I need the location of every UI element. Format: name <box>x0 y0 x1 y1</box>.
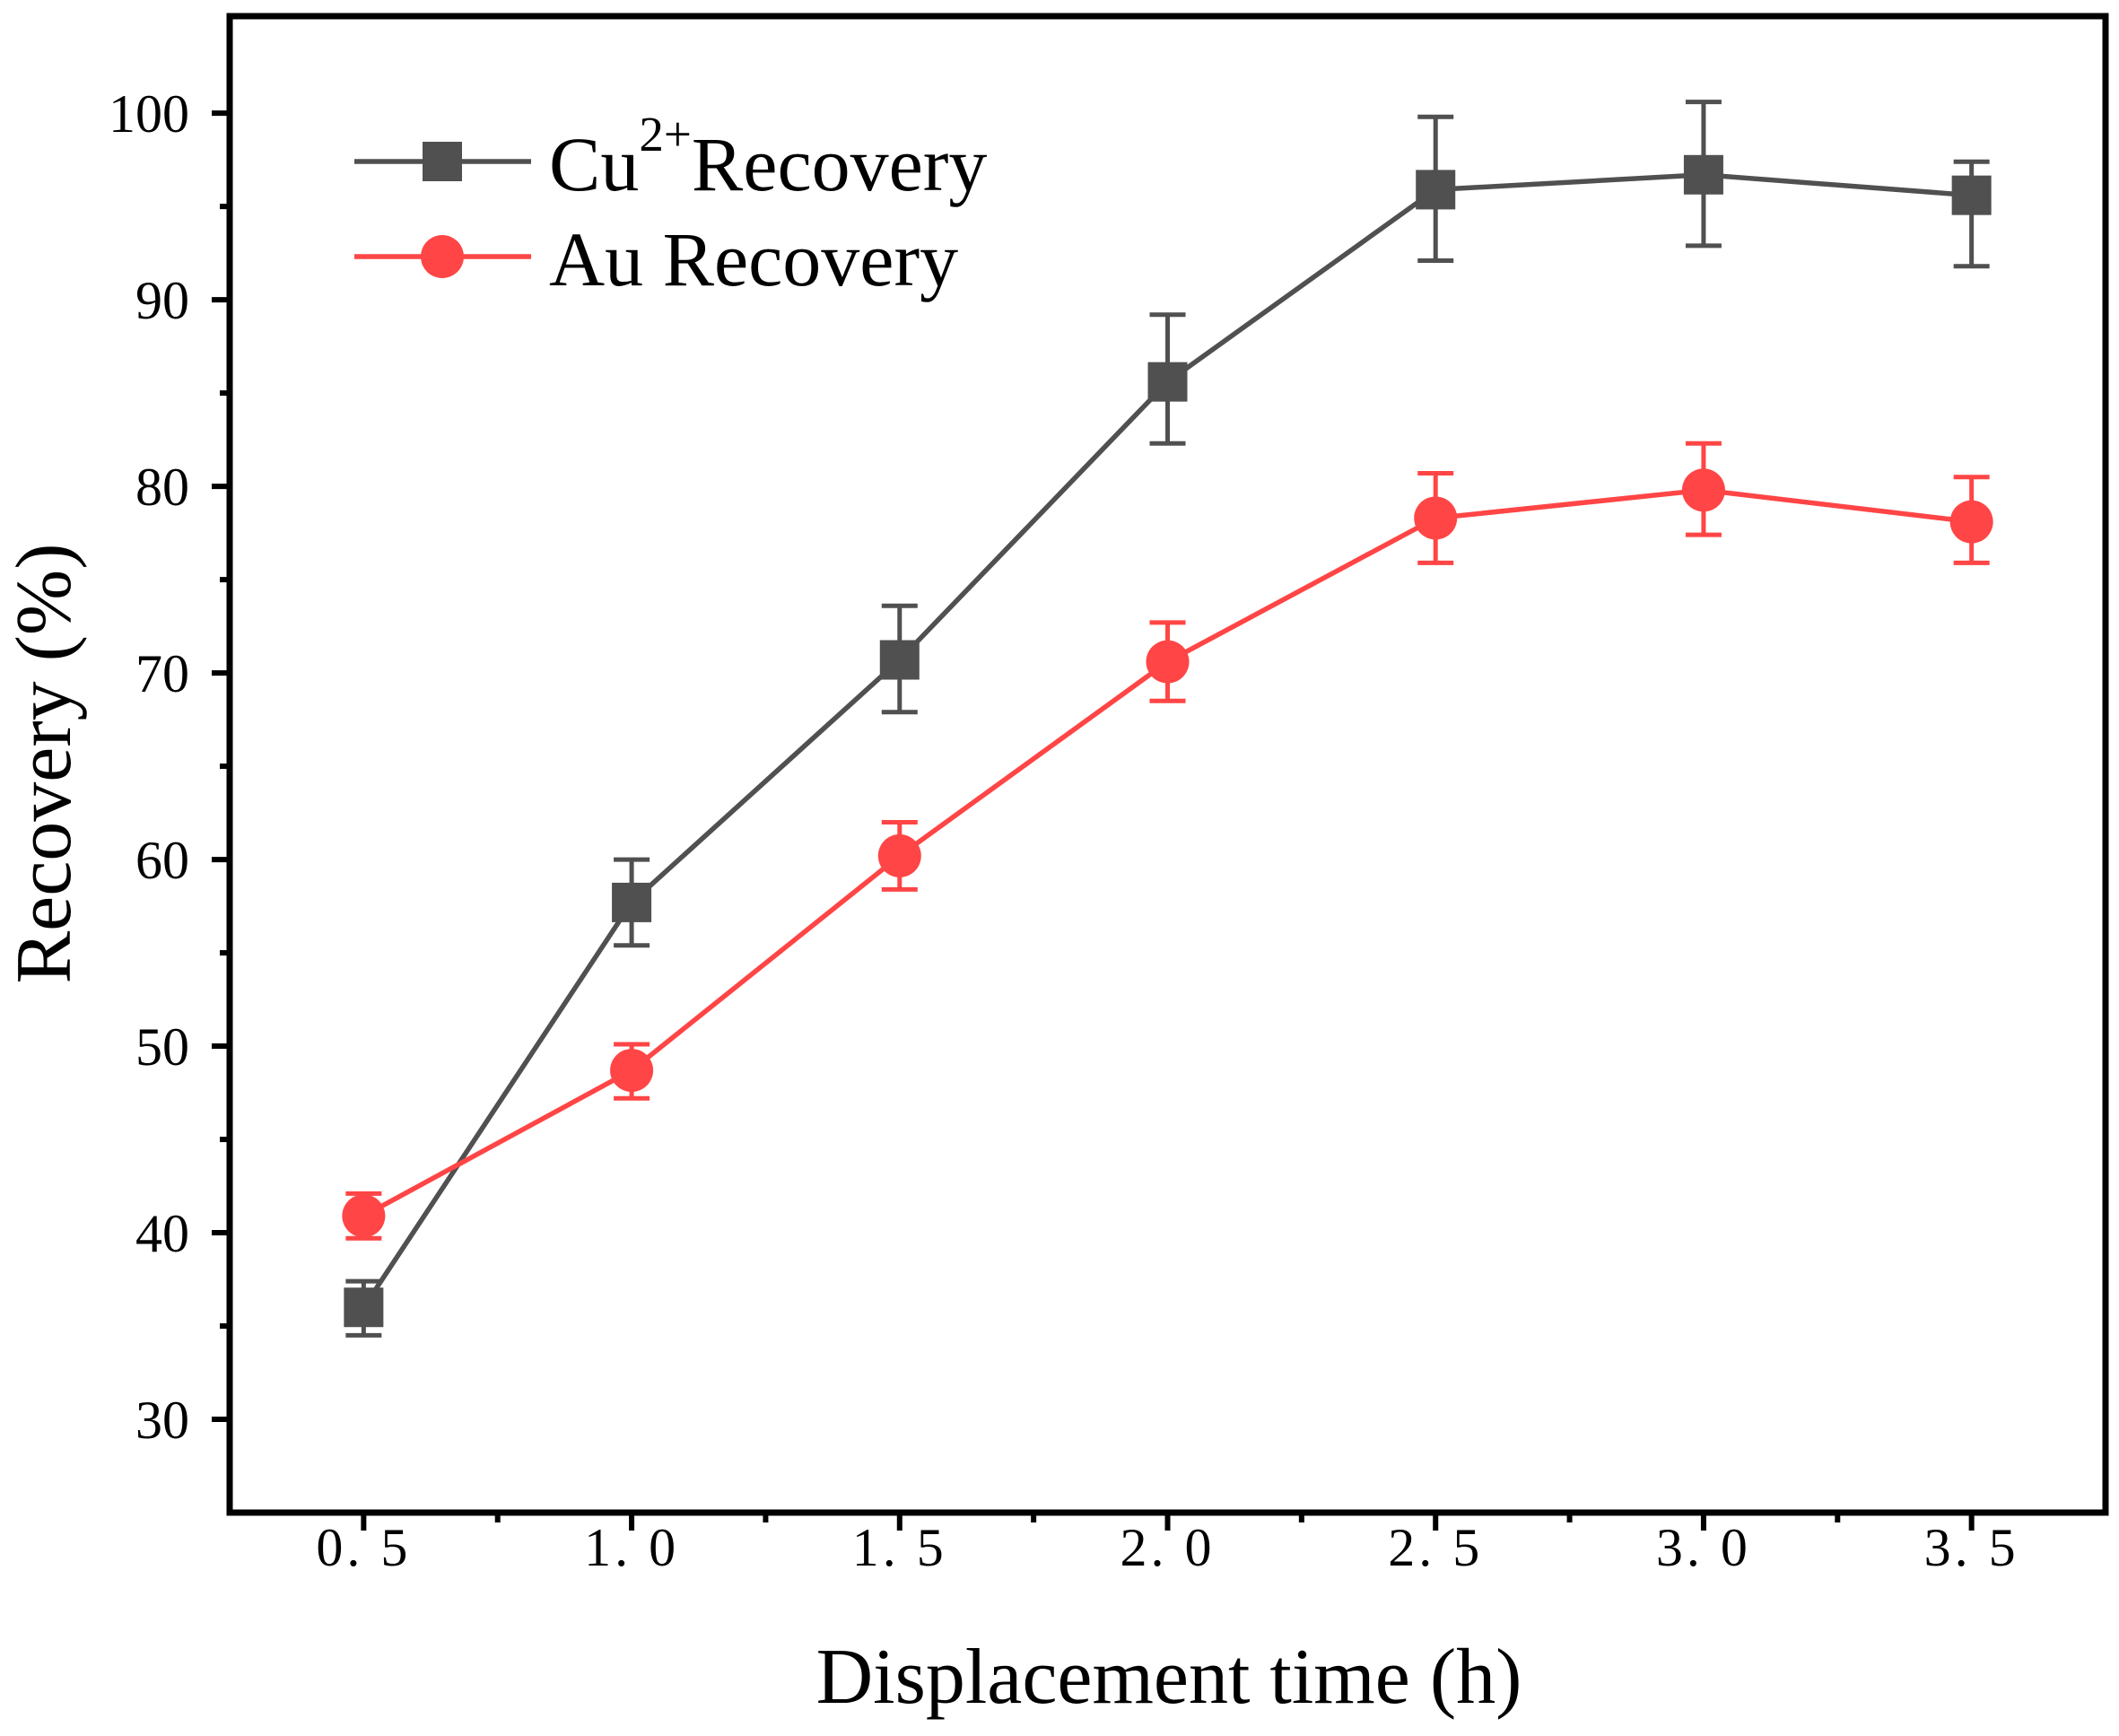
x-tick-label: 0. 5 <box>316 1518 411 1577</box>
marker-cu-square <box>344 1287 384 1328</box>
marker-cu-square <box>1147 362 1188 402</box>
y-tick-label: 70 <box>135 644 189 703</box>
marker-cu-square <box>612 882 652 922</box>
marker-au-circle <box>610 1049 654 1093</box>
x-axis-title: Displacement time (h) <box>816 1634 1522 1721</box>
plot-frame <box>226 13 2109 1516</box>
y-axis-title: Recovery (%) <box>1 543 88 983</box>
legend-label-cu-superscript: 2+ <box>639 107 692 161</box>
legend-label-cu-suffix: Recovery <box>692 121 988 207</box>
y-tick-label: 40 <box>135 1204 189 1263</box>
y-tick-label: 90 <box>135 271 189 330</box>
legend-label-cu: Cu2+Recovery <box>549 107 987 207</box>
marker-au-circle <box>1949 500 1993 544</box>
x-tick-label: 2. 0 <box>1121 1518 1216 1577</box>
legend: Cu2+Recovery Au Recovery <box>354 107 987 302</box>
marker-au-circle <box>877 833 921 877</box>
x-tick-label: 3. 5 <box>1924 1518 2019 1577</box>
legend-marker-au-circle <box>421 235 464 278</box>
y-tick-label: 50 <box>135 1017 189 1077</box>
x-tick-label: 3. 0 <box>1656 1518 1751 1577</box>
x-tick-label: 1. 0 <box>584 1518 679 1577</box>
x-tick-label: 2. 5 <box>1388 1518 1483 1577</box>
marker-au-circle <box>1414 496 1458 540</box>
legend-label-au: Au Recovery <box>549 216 958 302</box>
legend-marker-cu-square <box>423 142 462 181</box>
plot-area <box>342 100 1993 1338</box>
marker-au-circle <box>1681 468 1725 512</box>
marker-cu-square <box>1951 175 1992 215</box>
marker-cu-square <box>1416 170 1456 210</box>
y-tick-label: 60 <box>135 831 189 890</box>
x-tick-label: 1. 5 <box>852 1518 947 1577</box>
legend-label-cu-base: Cu <box>549 121 639 207</box>
y-tick-label: 100 <box>109 84 189 144</box>
marker-au-circle <box>342 1194 386 1238</box>
marker-cu-square <box>879 640 920 680</box>
axes: 0. 5 1. 0 1. 5 2. 0 2. 5 3. 0 3. 5 30 40 50 60 70 80… <box>109 13 2109 1577</box>
marker-cu-square <box>1683 154 1723 195</box>
series-line-au <box>362 487 1972 1218</box>
marker-au-circle <box>1146 640 1190 684</box>
y-tick-label: 30 <box>135 1391 189 1450</box>
y-tick-label: 80 <box>135 458 189 517</box>
